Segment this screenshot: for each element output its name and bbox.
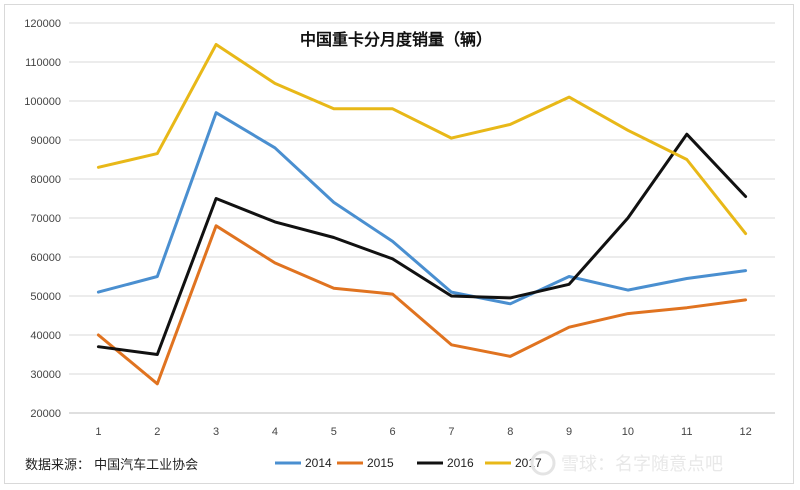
series-line-2016	[96, 132, 748, 356]
x-tick-label: 3	[213, 426, 219, 438]
series-line-2015	[96, 224, 748, 386]
line-chart: 20000 30000 40000 50000 60000 70000 80000 90000…	[24, 18, 775, 476]
x-tick-label: 11	[681, 426, 692, 438]
y-tick-label: 40000	[30, 330, 61, 342]
data-source-note: 数据来源： 中国汽车工业协会	[25, 457, 198, 473]
x-tick-label: 5	[331, 426, 337, 438]
x-axis-ticks: 1 2 3 4 5 6 7 8 9 10 11 12	[95, 426, 751, 438]
y-tick-label: 30000	[30, 369, 61, 381]
chart-title: 中国重卡分月度销量（辆）	[300, 30, 492, 49]
y-tick-label: 50000	[30, 291, 61, 303]
series-line-2014	[96, 111, 748, 306]
x-tick-label: 10	[622, 426, 634, 438]
y-tick-label: 120000	[24, 18, 61, 30]
series-lines	[96, 43, 748, 386]
legend-label-2015: 2015	[367, 456, 394, 470]
y-tick-label: 20000	[30, 408, 61, 420]
snowball-logo-icon	[530, 450, 556, 476]
x-tick-label: 7	[448, 426, 454, 438]
y-tick-label: 70000	[30, 213, 61, 225]
gridlines	[69, 22, 775, 414]
watermark: 雪球：名字随意点吧	[530, 450, 723, 476]
x-tick-label: 6	[390, 426, 396, 438]
x-tick-label: 12	[739, 426, 751, 438]
x-tick-label: 9	[566, 426, 572, 438]
series-line-2017	[96, 43, 748, 236]
y-tick-label: 80000	[30, 174, 61, 186]
y-tick-label: 60000	[30, 252, 61, 264]
x-tick-label: 4	[272, 426, 278, 438]
legend: 2014 2015 2016 2017	[275, 456, 542, 470]
y-tick-label: 100000	[24, 96, 61, 108]
watermark-text: 雪球：名字随意点吧	[561, 454, 723, 475]
legend-label-2016: 2016	[447, 456, 474, 470]
y-tick-label: 110000	[25, 57, 61, 69]
legend-label-2017: 2017	[515, 456, 542, 470]
x-tick-label: 2	[154, 426, 160, 438]
y-axis-ticks: 20000 30000 40000 50000 60000 70000 80000 90000…	[24, 18, 61, 420]
y-tick-label: 90000	[30, 135, 61, 147]
x-tick-label: 1	[95, 426, 101, 438]
x-tick-label: 8	[507, 426, 513, 438]
chart-frame: 20000 30000 40000 50000 60000 70000 80000 90000…	[4, 4, 794, 484]
legend-label-2014: 2014	[305, 456, 332, 470]
